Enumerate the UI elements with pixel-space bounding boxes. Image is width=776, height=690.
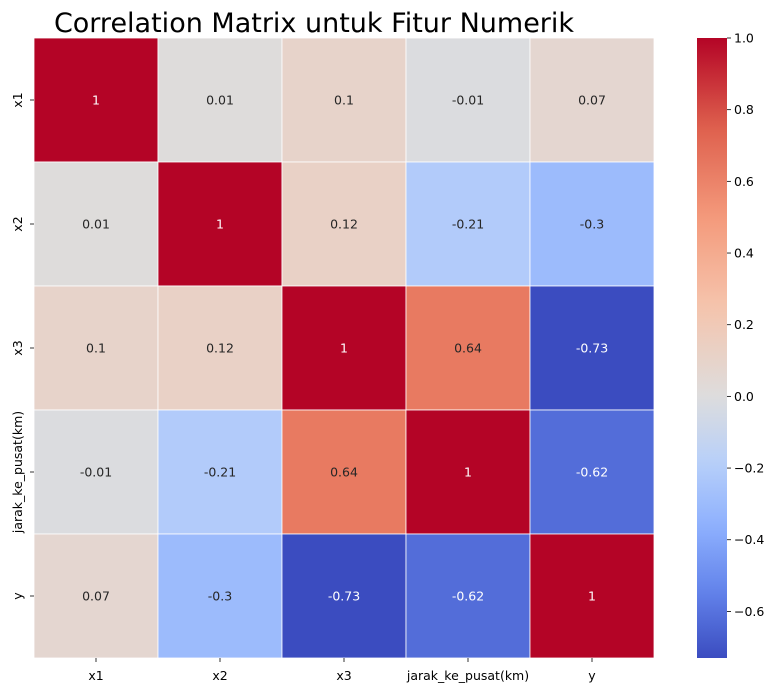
y-tick-label: x3 bbox=[10, 340, 25, 355]
heatmap-cell bbox=[33, 37, 159, 163]
heatmap-cell bbox=[281, 37, 407, 163]
x-tick-label: y bbox=[588, 668, 596, 683]
heatmap-cell bbox=[529, 37, 655, 163]
heatmap-cell bbox=[405, 409, 531, 535]
cell-value-label: 1 bbox=[216, 217, 224, 232]
colorbar-tick-label: −0.6 bbox=[734, 604, 764, 619]
colorbar-tick-label: 0.8 bbox=[734, 102, 754, 117]
cell-value-label: -0.01 bbox=[80, 465, 112, 480]
cell-value-label: -0.3 bbox=[580, 217, 604, 232]
cell-value-label: 0.1 bbox=[86, 341, 106, 356]
cell-value-label: 1 bbox=[588, 589, 596, 604]
cell-value-label: -0.21 bbox=[204, 465, 236, 480]
cell-value-label: 0.01 bbox=[82, 217, 110, 232]
heatmap-cell bbox=[157, 37, 283, 163]
cell-value-label: 0.12 bbox=[330, 217, 358, 232]
cell-value-label: 1 bbox=[340, 341, 348, 356]
y-tick-label: y bbox=[10, 592, 25, 600]
cell-value-label: 0.12 bbox=[206, 341, 234, 356]
heatmap-cell bbox=[157, 285, 283, 411]
heatmap-cell bbox=[529, 409, 655, 535]
cell-value-label: 0.64 bbox=[454, 341, 482, 356]
cell-value-label: -0.21 bbox=[452, 217, 484, 232]
cell-value-label: -0.73 bbox=[576, 341, 608, 356]
cell-value-label: -0.62 bbox=[576, 465, 608, 480]
heatmap-cell bbox=[529, 533, 655, 659]
cell-value-label: 0.64 bbox=[330, 465, 358, 480]
heatmap-cell bbox=[281, 533, 407, 659]
colorbar-gradient bbox=[697, 38, 727, 658]
heatmap-cell bbox=[405, 37, 531, 163]
y-tick-label: x2 bbox=[10, 216, 25, 231]
heatmap-cell bbox=[33, 161, 159, 287]
x-tick-label: x1 bbox=[88, 668, 103, 683]
x-axis-ticks: x1 x2 x3 jarak_ke_pusat(km) y bbox=[88, 658, 596, 683]
colorbar-tick-label: 0.0 bbox=[734, 389, 754, 404]
x-tick-label: jarak_ke_pusat(km) bbox=[406, 668, 529, 683]
heatmap-cell bbox=[529, 161, 655, 287]
cell-value-label: 1 bbox=[92, 93, 100, 108]
cell-value-label: -0.01 bbox=[452, 93, 484, 108]
y-tick-label: jarak_ke_pusat(km) bbox=[10, 411, 25, 534]
cell-value-label: 0.1 bbox=[334, 93, 354, 108]
heatmap-cell bbox=[281, 161, 407, 287]
heatmap-cell bbox=[529, 285, 655, 411]
heatmap-cell bbox=[281, 285, 407, 411]
heatmap-cell bbox=[33, 533, 159, 659]
colorbar: 1.0 0.8 0.6 0.4 0.2 0.0 −0.2 −0.4 −0.6 bbox=[697, 31, 764, 658]
colorbar-tick-label: 0.4 bbox=[734, 246, 754, 261]
colorbar-tick-label: 0.6 bbox=[734, 174, 754, 189]
heatmap-cell bbox=[281, 409, 407, 535]
heatmap-cell bbox=[405, 285, 531, 411]
cell-value-label: -0.3 bbox=[208, 589, 232, 604]
cell-value-label: 0.07 bbox=[82, 589, 110, 604]
chart-title: Correlation Matrix untuk Fitur Numerik bbox=[54, 8, 574, 39]
cell-value-label: 1 bbox=[464, 465, 472, 480]
colorbar-tick-label: −0.4 bbox=[734, 532, 764, 547]
cell-value-label: -0.62 bbox=[452, 589, 484, 604]
heatmap-cell bbox=[157, 409, 283, 535]
cell-value-label: 0.01 bbox=[206, 93, 234, 108]
y-tick-label: x1 bbox=[10, 92, 25, 107]
cell-value-label: 0.07 bbox=[578, 93, 606, 108]
y-axis-ticks: x1 x2 x3 jarak_ke_pusat(km)y bbox=[10, 92, 34, 600]
cell-value-label: -0.73 bbox=[328, 589, 360, 604]
colorbar-tick-label: 0.2 bbox=[734, 317, 754, 332]
x-tick-label: x2 bbox=[212, 668, 227, 683]
colorbar-tick-label: 1.0 bbox=[734, 31, 754, 46]
heatmap-cell bbox=[157, 161, 283, 287]
heatmap-cells: 1 0.01 0.1 -0.01 0.07 0.01 1 0.12 -0.21 -0.3 0.1 0.… bbox=[33, 37, 655, 659]
colorbar-tick-label: −0.2 bbox=[734, 461, 764, 476]
heatmap-cell bbox=[157, 533, 283, 659]
x-tick-label: x3 bbox=[336, 668, 351, 683]
